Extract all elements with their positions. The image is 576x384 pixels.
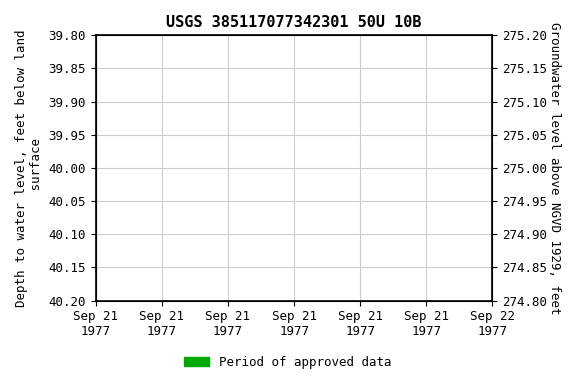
Y-axis label: Depth to water level, feet below land
 surface: Depth to water level, feet below land su…	[15, 29, 43, 307]
Title: USGS 385117077342301 50U 10B: USGS 385117077342301 50U 10B	[166, 15, 422, 30]
Legend: Period of approved data: Period of approved data	[179, 351, 397, 374]
Y-axis label: Groundwater level above NGVD 1929, feet: Groundwater level above NGVD 1929, feet	[548, 22, 561, 314]
